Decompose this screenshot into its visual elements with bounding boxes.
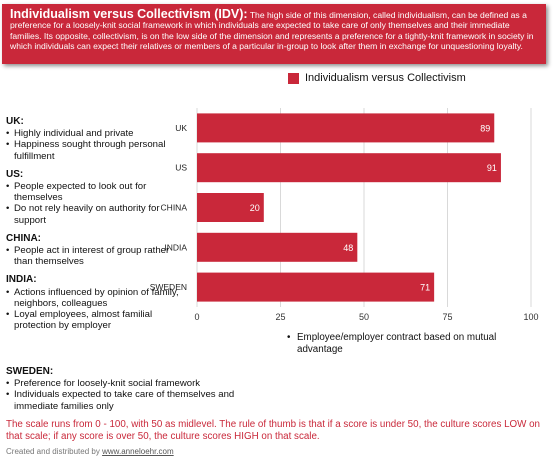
note-item: Individuals expected to take care of the… [6,389,266,411]
note-india: INDIA: Actions influenced by opinion of … [6,274,188,331]
banner-text: The high side of this dimension, called … [10,10,534,52]
data-label: 91 [487,163,497,173]
x-tick-label: 0 [194,312,199,322]
note-item: Preference for loosely-knit social frame… [6,378,266,389]
credit-link[interactable]: www.anneloehr.com [102,447,174,456]
legend-label: Individualism versus Collectivism [305,72,466,84]
note-item: Loyal employees, almost familial protect… [6,309,188,331]
data-label: 48 [343,243,353,253]
x-tick-label: 25 [275,312,285,322]
data-label: 20 [250,203,260,213]
data-label: 89 [480,123,490,133]
note-item: People act in interest of group rather t… [6,245,188,267]
note-heading: UK: [6,116,24,127]
note-item: Highly individual and private [6,128,188,139]
bar [197,232,358,262]
legend-swatch [288,72,299,84]
note-item: People expected to look out for themselv… [6,181,188,203]
note-item: Employee/employer contract based on mutu… [297,332,497,355]
banner-title: Individualism versus Collectivism (IDV): [10,7,248,21]
note-china: CHINA: People act in interest of group r… [6,233,188,268]
note-item: Do not rely heavily on authority for sup… [6,203,188,225]
note-heading: SWEDEN: [6,366,54,377]
bar [197,153,501,183]
x-tick-label: 75 [442,312,452,322]
note-heading: CHINA: [6,232,41,244]
x-tick-label: 50 [359,312,369,322]
note-uk: UK: Highly individual and private Happin… [6,116,188,162]
scale-note: The scale runs from 0 - 100, with 50 as … [6,419,540,442]
category-label: US [175,163,187,173]
definition-banner: Individualism versus Collectivism (IDV):… [2,4,546,64]
credit-line: Created and distributed by www.anneloehr… [6,447,174,456]
bar [197,193,264,222]
bar [197,272,435,302]
note-india-extra: • Employee/employer contract based on mu… [287,332,517,355]
data-label: 71 [420,283,430,293]
credit-prefix: Created and distributed by [6,447,100,456]
note-item: Actions influenced by opinion of family,… [6,287,188,309]
note-heading: INDIA: [6,274,37,286]
note-sweden: SWEDEN: Preference for loosely-knit soci… [6,366,266,412]
chart-legend: Individualism versus Collectivism [288,72,466,84]
note-us: US: People expected to look out for them… [6,169,188,226]
note-item: Happiness sought through personal fulfil… [6,139,188,161]
x-tick-label: 100 [523,312,538,322]
note-heading: US: [6,168,24,180]
country-notes: UK: Highly individual and private Happin… [6,116,188,338]
bar [197,113,495,143]
